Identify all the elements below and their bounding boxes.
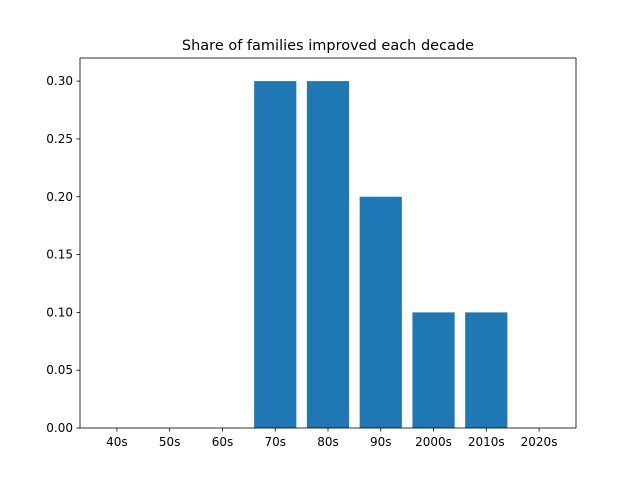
y-tick-label: 0.05 <box>46 363 73 377</box>
x-tick-label: 2010s <box>468 435 505 449</box>
x-tick-label: 50s <box>159 435 181 449</box>
y-tick-label: 0.30 <box>46 74 73 88</box>
bar-80s <box>306 81 350 429</box>
bar-2000s <box>412 312 455 429</box>
x-tick-label: 80s <box>317 435 339 449</box>
bar-90s <box>359 196 402 428</box>
x-tick-label: 60s <box>212 435 234 449</box>
x-tick-label: 70s <box>264 435 286 449</box>
x-tick-label: 90s <box>370 435 392 449</box>
plot-frame <box>79 57 577 429</box>
y-tick-label: 0.00 <box>46 421 73 435</box>
y-tick-label: 0.15 <box>46 248 73 262</box>
y-tick-label: 0.20 <box>46 190 73 204</box>
y-axis: 0.00 0.05 0.10 0.15 0.20 0.25 0.30 <box>46 74 80 435</box>
bar-70s <box>254 81 297 429</box>
bar-2010s <box>465 312 508 429</box>
y-tick-label: 0.25 <box>46 132 73 146</box>
x-axis: 40s 50s 60s 70s 80s 90s 2000s 2010s 2020s <box>106 428 557 449</box>
x-tick-label: 2000s <box>415 435 452 449</box>
x-tick-label: 2020s <box>521 435 558 449</box>
bars-group <box>254 81 508 429</box>
x-tick-label: 40s <box>106 435 128 449</box>
y-tick-label: 0.10 <box>46 305 73 319</box>
chart-title: Share of families improved each decade <box>182 38 474 54</box>
